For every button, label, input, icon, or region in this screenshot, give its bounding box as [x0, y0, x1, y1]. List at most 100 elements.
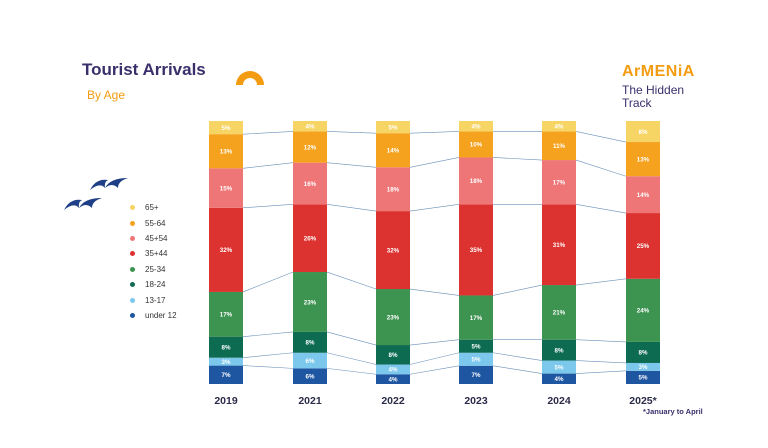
connector-line	[242, 131, 294, 135]
data-label: 21%	[553, 310, 566, 317]
bar-segment	[459, 352, 493, 366]
legend-label: 13-17	[145, 295, 166, 305]
data-label: 7%	[472, 372, 481, 379]
connector-line	[326, 131, 377, 134]
connector-line	[575, 360, 627, 364]
data-label: 17%	[553, 179, 566, 186]
bar-segment	[209, 365, 243, 384]
connector-lines	[242, 131, 627, 375]
bar-segment	[626, 362, 660, 371]
bar-segment	[293, 368, 327, 384]
data-label: 26%	[304, 235, 317, 242]
bar-segment	[293, 272, 327, 332]
bar-segment	[209, 121, 243, 135]
data-label: 35%	[470, 247, 483, 254]
bar-segment	[626, 213, 660, 279]
bar-segment	[376, 345, 410, 365]
bar-segment	[209, 291, 243, 337]
bar-segment	[209, 357, 243, 366]
bar-segment	[293, 204, 327, 273]
data-label: 5%	[472, 344, 481, 351]
connector-line	[242, 271, 294, 293]
legend-item: 25-34	[130, 262, 177, 277]
data-label: 17%	[470, 315, 483, 322]
data-label: 4%	[389, 367, 398, 374]
bar-segment	[542, 160, 576, 205]
connector-line	[409, 365, 460, 375]
legend-swatch	[130, 282, 135, 288]
connector-line	[492, 157, 543, 161]
bar-segment	[626, 142, 660, 177]
connector-line	[575, 204, 627, 214]
bar-segment	[293, 162, 327, 205]
connector-line	[492, 352, 543, 361]
connector-line	[326, 331, 377, 346]
bar-segment	[542, 360, 576, 374]
bar-segment	[376, 364, 410, 375]
data-label: 7%	[222, 372, 231, 379]
data-label: 5%	[389, 124, 398, 131]
data-label: 23%	[304, 299, 317, 306]
connector-line	[326, 352, 377, 365]
data-label: 8%	[639, 129, 648, 136]
x-axis-labels: 2019 2021 2022 2023 2024 2025*	[214, 395, 657, 407]
legend-item: 45+54	[130, 231, 177, 246]
legend-item: 55-64	[130, 215, 177, 230]
connector-line	[409, 352, 460, 365]
connector-line	[242, 331, 294, 337]
x-tick-label: 2023	[464, 395, 488, 407]
x-tick-label: 2021	[298, 395, 322, 407]
legend-item: under 12	[130, 308, 177, 323]
bar-segment	[376, 289, 410, 346]
data-label: 4%	[472, 124, 481, 131]
data-label: 23%	[387, 314, 400, 321]
connector-line	[242, 204, 294, 209]
data-label: 5%	[639, 375, 648, 382]
legend-label: 18-24	[145, 280, 166, 290]
bar-segment	[376, 133, 410, 168]
connector-line	[575, 278, 627, 286]
data-label: 24%	[637, 308, 650, 315]
data-label: 8%	[555, 347, 564, 354]
bar-segment	[293, 352, 327, 369]
data-label: 3%	[639, 364, 648, 371]
legend-label: 65+	[145, 203, 159, 213]
bar-segment	[459, 339, 493, 353]
connector-line	[409, 131, 460, 134]
data-label: 18%	[470, 178, 483, 185]
data-label: 4%	[389, 376, 398, 383]
connector-line	[575, 370, 627, 374]
data-label: 17%	[220, 312, 233, 319]
connector-line	[575, 339, 627, 343]
data-label: 31%	[553, 242, 566, 249]
bar-segment	[626, 278, 660, 342]
legend-swatch	[130, 297, 135, 303]
connector-line	[326, 271, 377, 290]
connector-line	[575, 159, 627, 177]
legend-swatch	[130, 251, 135, 257]
connector-line	[409, 204, 460, 212]
data-label: 10%	[470, 142, 483, 149]
data-label: 25%	[637, 243, 650, 250]
data-label: 32%	[387, 247, 400, 254]
bar-segment	[542, 131, 576, 161]
connector-line	[326, 204, 377, 212]
data-label: 16%	[304, 181, 317, 188]
legend-swatch	[130, 235, 135, 241]
data-label: 5%	[555, 364, 564, 371]
brand-name: ArMENiA	[622, 63, 695, 80]
bar-segment	[626, 176, 660, 214]
data-label: 8%	[222, 344, 231, 351]
connector-line	[326, 368, 377, 375]
bar-segment	[542, 373, 576, 384]
bar-segment	[293, 121, 327, 132]
bar-segment	[626, 370, 660, 384]
legend-label: under 12	[145, 310, 177, 320]
connector-line	[242, 352, 294, 358]
connector-line	[575, 131, 627, 143]
bar-segment	[542, 204, 576, 286]
brand-logo: ArMENiA The Hidden Track	[622, 64, 695, 109]
bar-segment	[376, 167, 410, 212]
legend-label: 45+54	[145, 233, 168, 243]
